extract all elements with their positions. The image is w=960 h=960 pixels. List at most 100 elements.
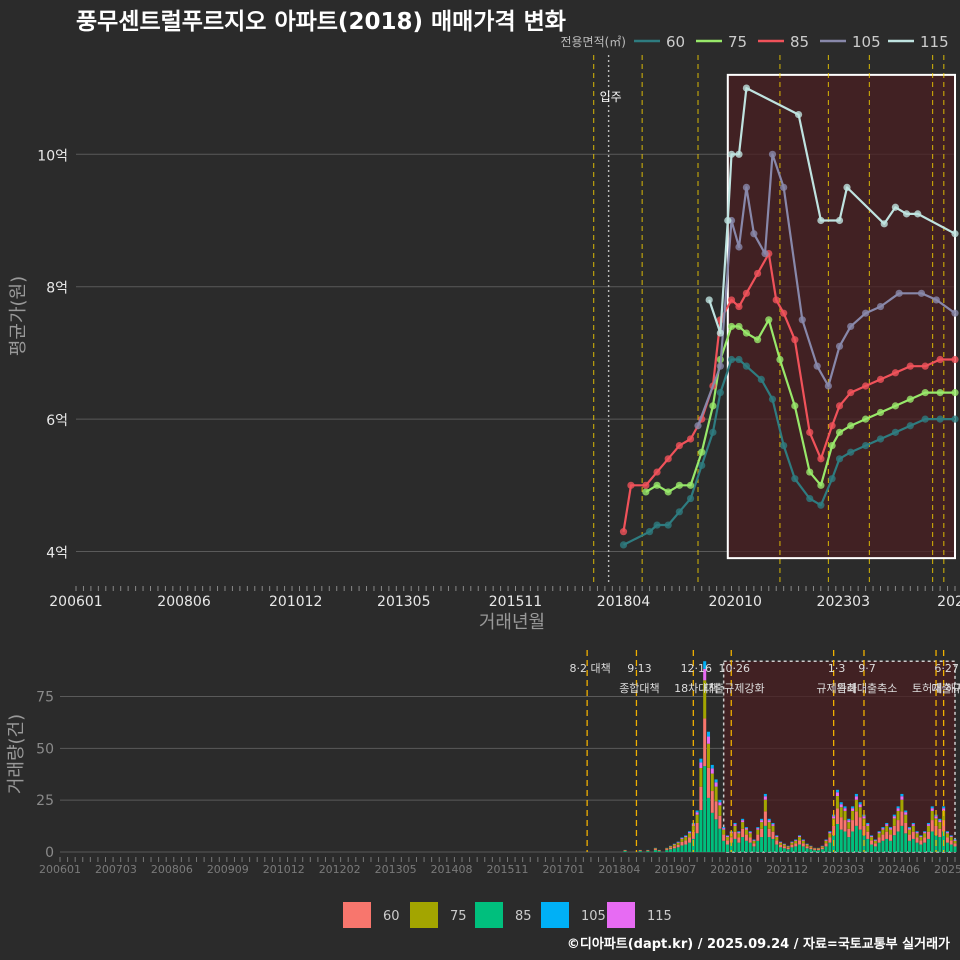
volume-bar — [680, 838, 684, 842]
volume-bar — [763, 796, 767, 800]
volume-bar — [672, 846, 676, 849]
volume-bar — [820, 846, 824, 848]
volume-bar — [889, 827, 893, 829]
volume-bar — [688, 831, 692, 833]
price-point-60 — [791, 475, 799, 483]
volume-bar — [824, 840, 828, 841]
price-point-85 — [780, 309, 788, 317]
volume-bar — [710, 812, 714, 852]
volume-bar — [858, 817, 862, 830]
price-point-75 — [727, 322, 736, 331]
volume-bar — [828, 831, 832, 833]
volume-bar — [623, 851, 627, 852]
volume-bar — [794, 840, 798, 844]
volume-bar — [748, 842, 752, 852]
volume-bar — [892, 814, 896, 817]
volume-bar — [942, 806, 946, 809]
volume-bar — [885, 831, 889, 839]
volume-bar — [760, 822, 764, 829]
volume-bar — [722, 829, 726, 835]
legend-label-115: 115 — [920, 33, 949, 51]
volume-bar — [847, 837, 851, 852]
volume-bar — [926, 822, 930, 825]
volume-bar — [722, 828, 726, 830]
price-x-tick-label: 200601 — [49, 594, 102, 610]
price-x-tick-label: 201511 — [489, 594, 542, 610]
price-point-60 — [675, 508, 683, 516]
volume-bar — [706, 736, 711, 744]
price-x-tick-label: 202010 — [709, 594, 762, 610]
price-point-105 — [932, 296, 940, 304]
price-point-75 — [709, 402, 717, 410]
price-point-115 — [705, 296, 713, 304]
price-point-115 — [891, 203, 900, 211]
volume-bar — [695, 812, 699, 815]
volume-bar — [760, 820, 764, 823]
volume-bar — [885, 824, 889, 826]
volume-bar — [786, 847, 790, 850]
volume-bar — [733, 822, 737, 825]
bottom-legend-swatch-105 — [541, 902, 569, 928]
movein-annotation: 입주 — [600, 90, 622, 104]
bottom-legend-swatch-115 — [607, 902, 635, 928]
volume-bar — [703, 766, 707, 852]
volume-bar — [900, 793, 904, 797]
price-point-75 — [806, 468, 814, 476]
volume-bar — [763, 799, 767, 812]
volume-bar — [881, 829, 885, 835]
volume-bar — [919, 837, 923, 841]
price-point-85 — [936, 355, 944, 364]
volume-bar — [763, 793, 767, 797]
volume-bar — [816, 849, 820, 851]
volume-bar — [911, 822, 915, 825]
volume-bar — [748, 833, 752, 838]
volume-x-tick-label: 202509 — [934, 863, 960, 876]
price-point-60 — [742, 362, 751, 370]
policy-date-label: 1·3 — [828, 662, 846, 675]
price-point-105 — [694, 422, 702, 430]
volume-bar — [839, 817, 843, 830]
volume-bar — [881, 840, 885, 852]
volume-bar — [923, 831, 927, 833]
volume-bar — [775, 836, 779, 838]
price-point-115 — [794, 110, 803, 119]
volume-bar — [688, 833, 692, 838]
price-point-75 — [921, 389, 929, 397]
volume-bar — [900, 811, 904, 826]
price-point-75 — [951, 389, 959, 397]
bottom-legend-label-105: 105 — [581, 909, 606, 924]
volume-bar — [828, 837, 832, 843]
price-point-60 — [664, 521, 672, 529]
price-point-105 — [780, 183, 788, 192]
volume-bar — [813, 849, 817, 851]
volume-x-tick-label: 200806 — [151, 863, 193, 876]
volume-bar — [695, 822, 699, 834]
volume-bar — [915, 837, 919, 843]
price-point-105 — [847, 322, 855, 331]
price-y-tick-label: 4억 — [46, 546, 68, 562]
price-point-75 — [686, 481, 695, 489]
volume-bar — [847, 828, 851, 838]
price-point-75 — [835, 428, 844, 436]
volume-bar — [786, 849, 790, 852]
volume-bar — [824, 846, 828, 852]
price-point-60 — [835, 455, 844, 463]
volume-bar — [714, 779, 718, 783]
volume-bar — [919, 836, 923, 838]
volume-bar — [741, 820, 745, 823]
volume-bar — [699, 758, 703, 763]
price-point-75 — [742, 329, 751, 337]
volume-bar — [801, 840, 805, 841]
volume-bar — [896, 808, 900, 811]
price-x-tick-label: 200806 — [157, 594, 211, 610]
volume-bar — [699, 762, 703, 769]
volume-bar — [706, 743, 711, 768]
price-point-75 — [765, 316, 773, 324]
price-point-85 — [891, 369, 900, 377]
volume-bar — [760, 837, 764, 852]
volume-bar — [862, 816, 866, 819]
volume-bar — [771, 825, 775, 832]
volume-bar — [763, 825, 767, 852]
volume-bar — [915, 833, 919, 838]
volume-bar — [873, 840, 877, 841]
